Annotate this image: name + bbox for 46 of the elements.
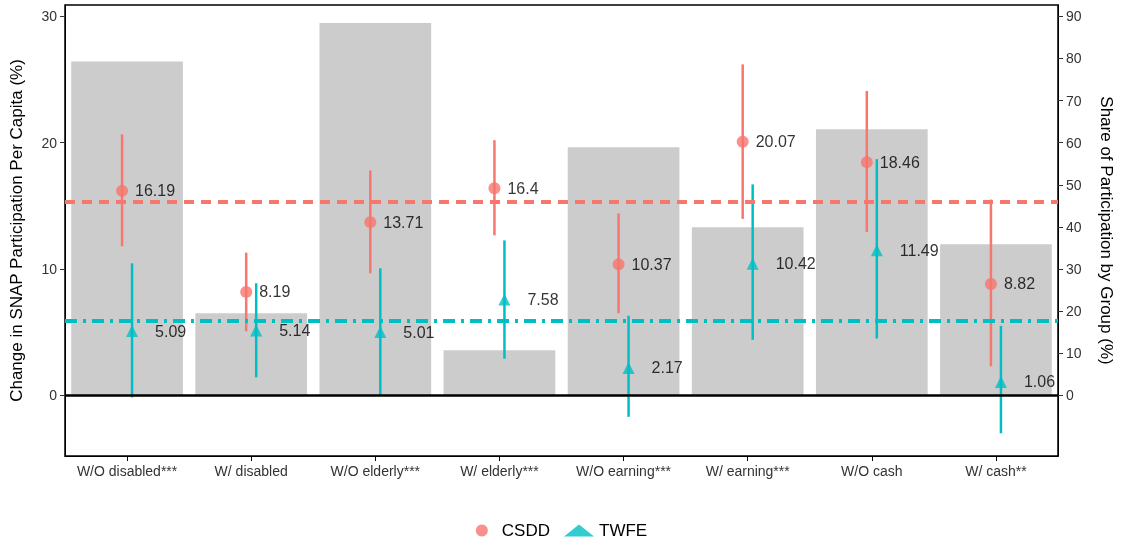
data-label: 13.71: [383, 213, 424, 231]
data-label: 8.82: [1003, 275, 1036, 293]
data-label: 8.19: [259, 283, 291, 301]
x-tick-label: W/O elderly***: [330, 463, 421, 479]
y2-tick-label: 40: [1066, 218, 1082, 235]
x-tick-label: W/ cash**: [965, 463, 1028, 479]
y2-tick-label: 90: [1066, 8, 1082, 25]
y2-tick-label: 80: [1066, 50, 1082, 67]
data-label: 20.07: [755, 133, 796, 151]
data-label: 16.4: [507, 179, 539, 197]
data-label: 18.46: [879, 153, 920, 171]
y-tick-label: 0: [49, 387, 58, 404]
y-axis-title: Change in SNAP Participation Per Capita (%): [7, 59, 26, 402]
bar: [567, 147, 680, 396]
legend-label: CSDD: [501, 521, 551, 540]
data-label: 5.01: [403, 323, 435, 341]
y2-tick-label: 0: [1066, 387, 1074, 404]
bar: [319, 23, 432, 396]
data-label: 11.49: [899, 241, 939, 259]
legend-label: TWFE: [599, 521, 648, 540]
y-tick-label: 30: [41, 8, 58, 25]
x-tick-label: W/ earning***: [705, 463, 791, 479]
x-tick-label: W/ disabled: [214, 463, 288, 479]
x-tick-label: W/O disabled***: [76, 463, 178, 479]
y-tick-label: 20: [41, 134, 58, 151]
y2-tick-label: 20: [1066, 303, 1082, 320]
data-label: 5.09: [155, 322, 187, 340]
data-label: 2.17: [651, 359, 683, 377]
data-label: 16.19: [135, 182, 176, 200]
y2-axis-title: Share of Participation by Group (%): [1097, 96, 1116, 365]
x-tick-label: W/ elderly***: [460, 463, 540, 479]
bar: [195, 313, 308, 396]
y2-tick-label: 60: [1066, 134, 1082, 151]
data-label: 7.58: [527, 291, 559, 309]
bar: [443, 350, 556, 396]
y2-tick-label: 30: [1066, 261, 1082, 278]
data-label: 1.06: [1023, 373, 1056, 391]
x-tick-label: W/O earning***: [576, 463, 672, 479]
y-tick-label: 10: [41, 261, 58, 278]
y2-tick-label: 70: [1066, 92, 1082, 109]
data-label: 10.37: [631, 255, 672, 273]
y2-tick-label: 10: [1066, 345, 1082, 362]
y2-tick-label: 50: [1066, 176, 1082, 193]
x-tick-label: W/O cash: [841, 463, 903, 479]
data-label: 5.14: [279, 321, 311, 339]
data-label: 10.42: [775, 255, 816, 273]
